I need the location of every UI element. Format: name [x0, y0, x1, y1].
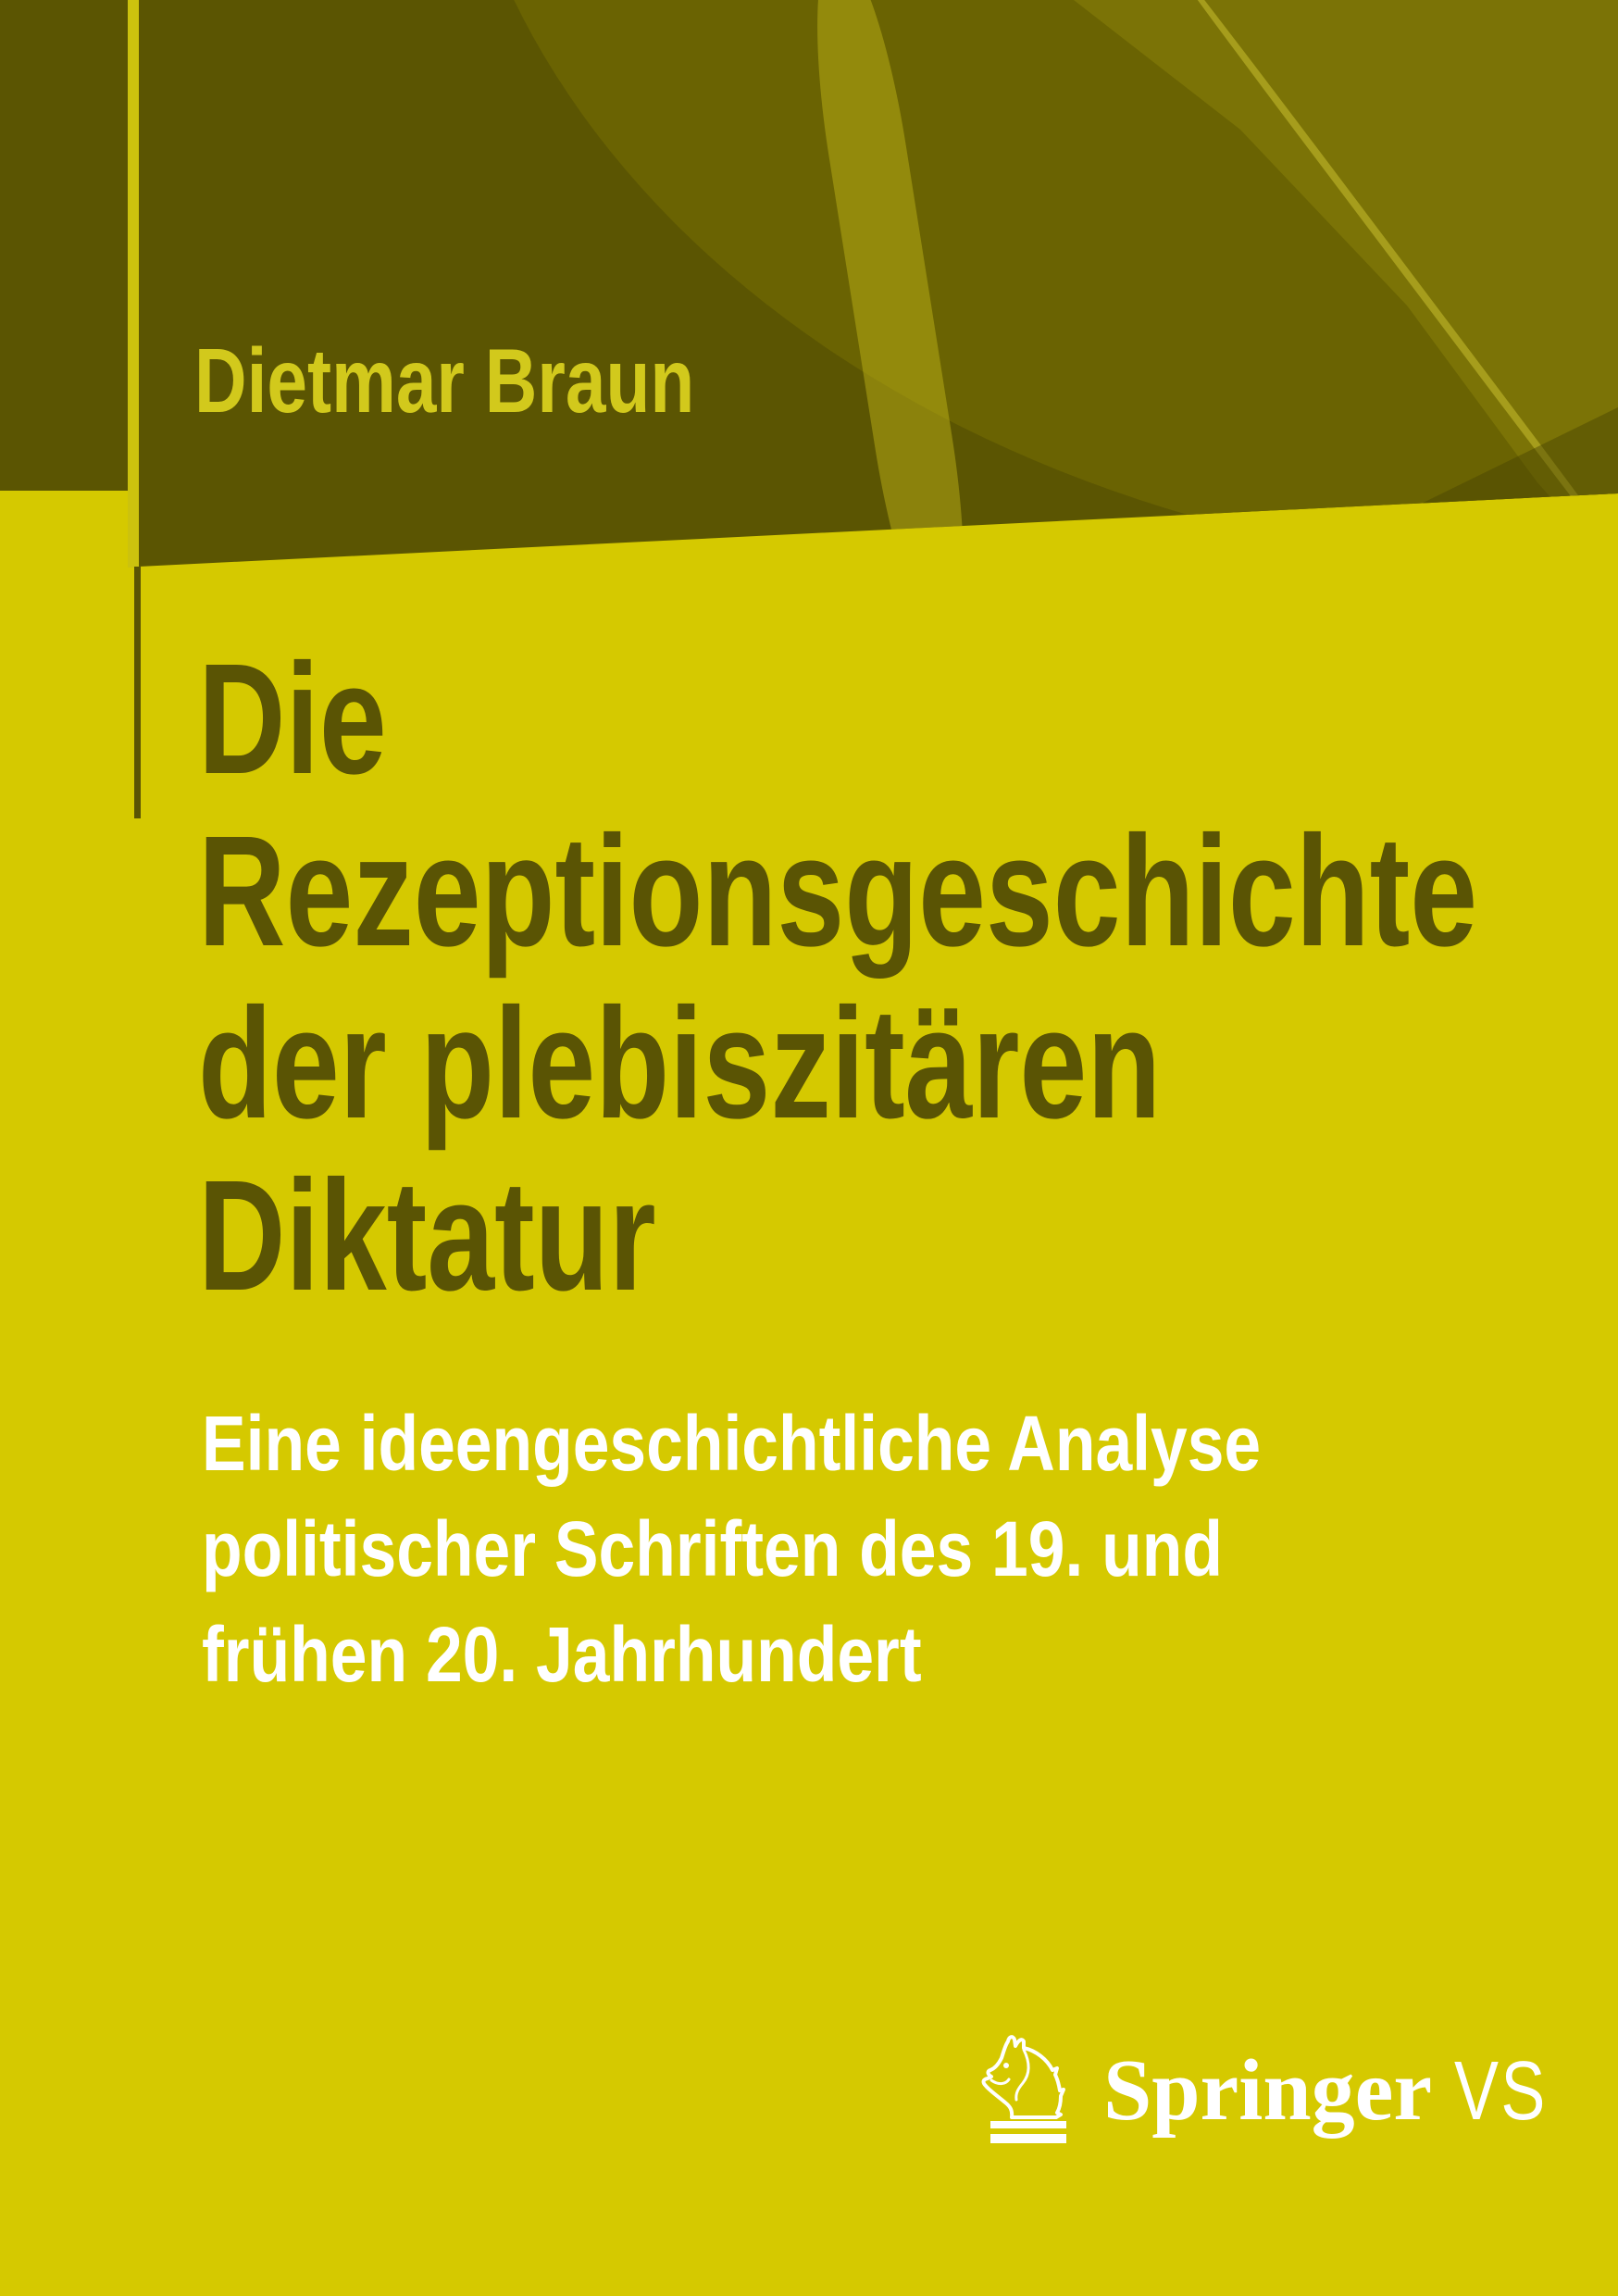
publisher-suffix: VS	[1454, 2045, 1548, 2138]
cover-top-band	[0, 0, 1618, 567]
title-line: Diktatur	[198, 1148, 656, 1324]
accent-vertical-line	[128, 0, 139, 568]
title-line: der plebiszitären	[198, 976, 1162, 1152]
subtitle-line: Eine ideengeschichtliche Analyse	[202, 1400, 1262, 1487]
book-title: Die Rezeptionsgeschichte der plebiszitär…	[198, 633, 1477, 1322]
book-subtitle: Eine ideengeschichtliche Analyse politis…	[202, 1391, 1261, 1707]
author-name: Dietmar Braun	[194, 330, 695, 431]
title-accent-tick	[134, 567, 141, 818]
title-line: Rezeptionsgeschichte	[198, 804, 1478, 980]
subtitle-line: politischer Schriften des 19. und	[202, 1505, 1223, 1592]
springer-horse-icon	[981, 2035, 1066, 2143]
publisher-name: Springer	[1103, 2042, 1433, 2139]
publisher-logo: Springer VS	[977, 2033, 1571, 2146]
title-line: Die	[198, 631, 387, 807]
subtitle-line: frühen 20. Jahrhundert	[202, 1611, 922, 1698]
